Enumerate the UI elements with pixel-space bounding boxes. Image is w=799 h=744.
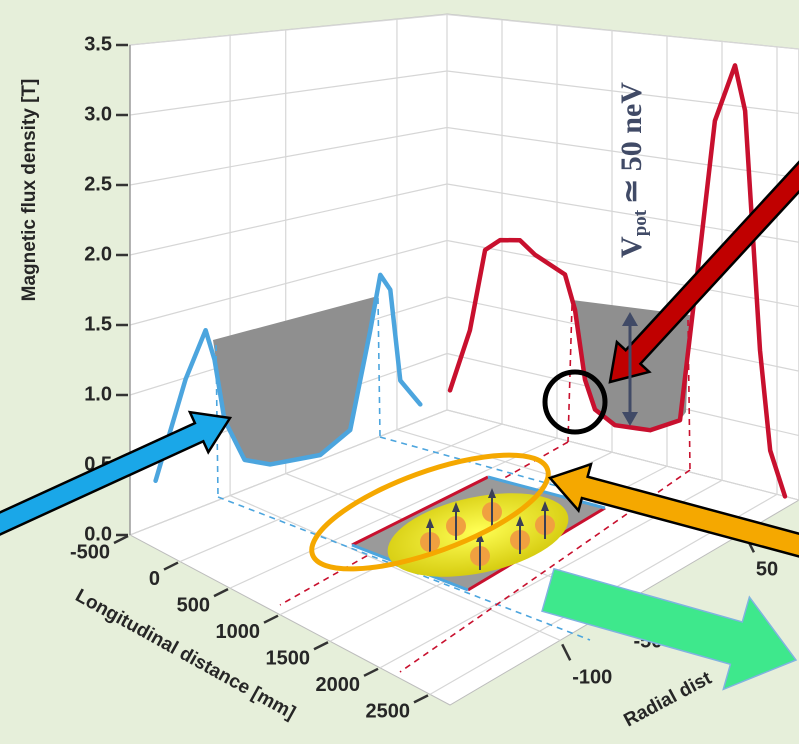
potential-arrow-head [622, 412, 638, 426]
y-tick-label: 2.5 [84, 173, 112, 195]
trap-edge [487, 475, 606, 510]
x-tick [163, 561, 179, 571]
x-tick [213, 588, 229, 598]
grid-line [229, 437, 558, 589]
grid-line [129, 409, 448, 536]
y-tick-label: 3.0 [84, 103, 112, 125]
highlight-ellipse [309, 452, 551, 572]
grid-line [446, 409, 799, 501]
y-axis-label: Magnetic flux density [T] [19, 79, 40, 302]
grid-line [129, 239, 448, 326]
x-tick [413, 694, 429, 704]
grid-line [179, 423, 503, 563]
grid [129, 13, 799, 695]
x-tick-label: 1000 [216, 621, 261, 643]
pointer-arrow [0, 410, 233, 536]
x-tick-label: -500 [70, 541, 110, 563]
annotation-suffix: ≃ 50 neV [615, 82, 648, 204]
y-tick-label: 1.5 [84, 313, 112, 335]
z-tick-label: -100 [572, 667, 612, 689]
radial-well [213, 296, 378, 465]
x-tick [263, 614, 279, 624]
spin-arrow-head [516, 516, 524, 526]
x-tick [313, 641, 329, 651]
grid-line [446, 13, 799, 50]
z-tick-label: 50 [756, 559, 778, 581]
pointer-arrow [541, 567, 798, 691]
annotation-main: V [615, 236, 648, 258]
y-tick-label: 0.0 [84, 523, 112, 545]
curve [447, 63, 788, 499]
y-tick-label: 3.5 [84, 33, 112, 55]
trap-edge [351, 475, 489, 547]
annotation-subscript: pot [630, 209, 651, 236]
x-tick-label: 0 [149, 568, 160, 590]
overlay [0, 160, 799, 691]
grid-line [129, 70, 448, 116]
y-tick-label: 1.0 [84, 383, 112, 405]
x-tick-label: 500 [177, 594, 210, 616]
particles [420, 488, 555, 570]
spin-arrow-head [452, 502, 460, 512]
curves [153, 63, 788, 499]
spin-arrow-head [426, 518, 434, 528]
grid-line [446, 126, 799, 179]
x-tick [113, 534, 129, 545]
z-tick [561, 643, 572, 661]
potential-arrow-head [622, 312, 638, 326]
grid-line [446, 70, 799, 115]
pointer-arrow [547, 462, 799, 558]
grid-line [129, 126, 448, 186]
grid-line [229, 494, 561, 641]
annotation: Vpot ≃ 50 neV [615, 82, 651, 258]
projection-line [377, 297, 381, 438]
x-tick-label: 1500 [266, 648, 311, 670]
grid-line [129, 13, 448, 46]
curve [153, 272, 423, 484]
spin-arrow-head [488, 488, 496, 498]
grid-line [129, 183, 448, 256]
grid-line [446, 239, 799, 308]
x-tick-label: 2000 [316, 674, 361, 696]
spin-arrow-head [541, 501, 549, 511]
y-tick-label: 2.0 [84, 243, 112, 265]
x-tick [363, 667, 379, 677]
x-tick-label: 2500 [366, 701, 411, 723]
highlight-circle [542, 369, 608, 435]
